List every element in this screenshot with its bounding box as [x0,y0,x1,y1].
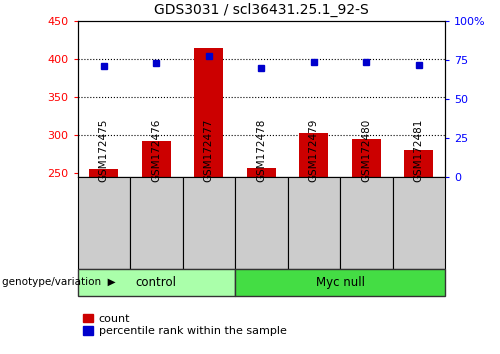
Bar [340,177,392,269]
Bar [78,177,130,269]
Bar [182,177,235,269]
Bar [90,170,118,177]
Bar [130,177,182,269]
Legend: count, percentile rank within the sample: count, percentile rank within the sample [83,314,286,336]
Bar [404,150,433,177]
Title: GDS3031 / scl36431.25.1_92-S: GDS3031 / scl36431.25.1_92-S [154,3,368,17]
Text: control: control [136,276,177,289]
Bar [194,48,223,177]
Bar [235,269,445,296]
Bar [235,177,288,269]
Bar [78,269,235,296]
Bar [352,139,380,177]
Text: GSM172477: GSM172477 [204,118,214,182]
Bar [142,141,171,177]
Text: GSM172480: GSM172480 [361,118,371,182]
Bar [288,177,340,269]
Text: GSM172479: GSM172479 [309,118,319,182]
Text: GSM172481: GSM172481 [414,118,424,182]
Text: GSM172476: GSM172476 [151,118,161,182]
Text: genotype/variation  ▶: genotype/variation ▶ [2,277,116,287]
Text: GSM172478: GSM172478 [256,118,266,182]
Bar [392,177,445,269]
Text: GSM172475: GSM172475 [99,118,109,182]
Bar [247,168,276,177]
Bar [300,133,328,177]
Text: Myc null: Myc null [316,276,364,289]
